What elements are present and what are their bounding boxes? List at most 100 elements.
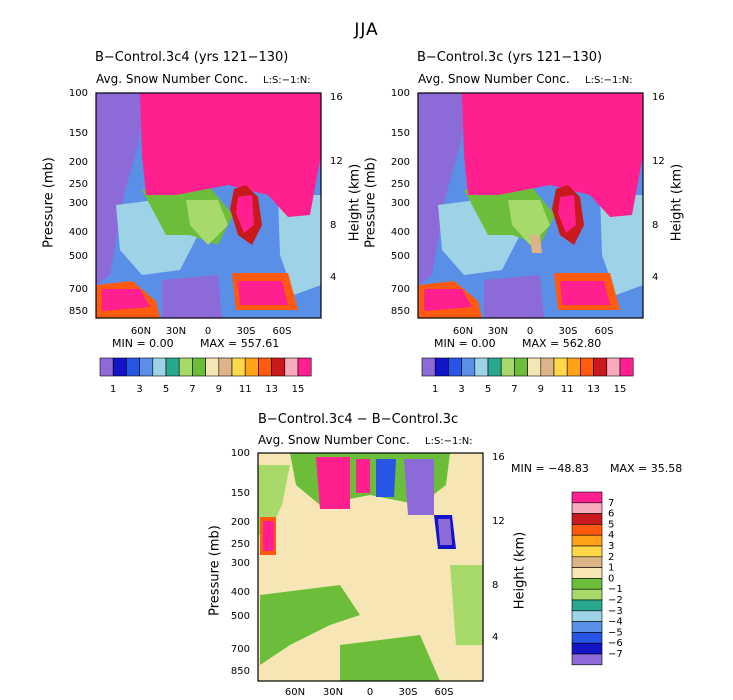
panel1-ylabel-right: Height (km) bbox=[347, 163, 363, 242]
colorbar-swatch bbox=[571, 524, 603, 536]
xtick: 60N bbox=[131, 326, 151, 337]
colorbar-label: 5 bbox=[608, 519, 614, 530]
ytick: 300 bbox=[391, 198, 410, 209]
colorbar-swatch bbox=[580, 357, 594, 377]
xtick: 0 bbox=[367, 687, 373, 698]
diff-region bbox=[260, 585, 360, 665]
ytick-right: 4 bbox=[330, 272, 336, 283]
colorbar-swatch bbox=[540, 357, 555, 377]
colorbar-swatch bbox=[178, 357, 193, 377]
xtick: 60S bbox=[272, 326, 291, 337]
ytick-right: 12 bbox=[330, 156, 343, 167]
diff-region bbox=[450, 565, 483, 645]
colorbar-swatch bbox=[152, 357, 167, 377]
panel2-ylabel-right: Height (km) bbox=[669, 163, 685, 242]
panel2-ylabel: Pressure (mb) bbox=[363, 157, 379, 248]
colorbar-swatch bbox=[571, 632, 603, 644]
field-region-tan bbox=[530, 235, 542, 253]
colorbar-swatch bbox=[527, 357, 542, 377]
xtick: 30S bbox=[558, 326, 577, 337]
colorbar-swatch bbox=[487, 357, 502, 377]
colorbar-swatch bbox=[571, 578, 603, 590]
field-region-lightgreen bbox=[186, 200, 228, 245]
ytick: 100 bbox=[391, 88, 410, 99]
colorbar-label: −1 bbox=[608, 584, 623, 595]
colorbar-label: 11 bbox=[239, 384, 252, 395]
colorbar-label: 3 bbox=[608, 541, 614, 552]
colorbar-swatch bbox=[593, 357, 608, 377]
colorbar-swatch bbox=[571, 556, 603, 568]
colorbar-swatch bbox=[571, 653, 603, 666]
diff-region bbox=[376, 459, 396, 497]
colorbar-label: 7 bbox=[189, 384, 195, 395]
ytick: 400 bbox=[69, 227, 88, 238]
colorbar-label: 4 bbox=[608, 530, 614, 541]
diff-region bbox=[438, 519, 452, 545]
ytick-right: 12 bbox=[492, 516, 505, 527]
ytick-right: 8 bbox=[330, 220, 336, 231]
panel3-min: MIN = −48.83 bbox=[511, 462, 589, 475]
field-region-low bbox=[96, 93, 146, 285]
colorbar-swatch bbox=[284, 357, 299, 377]
colorbar-label: −7 bbox=[608, 649, 623, 660]
colorbar-swatch bbox=[99, 357, 114, 377]
colorbar-swatch bbox=[271, 357, 286, 377]
colorbar-swatch bbox=[297, 357, 312, 377]
ytick: 250 bbox=[69, 179, 88, 190]
panel1-ylabel: Pressure (mb) bbox=[41, 157, 57, 248]
colorbar-swatch bbox=[571, 567, 603, 579]
colorbar-label: 9 bbox=[216, 384, 222, 395]
colorbar-label: 1 bbox=[110, 384, 116, 395]
colorbar-swatch bbox=[619, 357, 634, 377]
panel2-plot: 100 150 200 250 300 400 500 700 850 16 1… bbox=[391, 88, 665, 337]
diff-region bbox=[356, 459, 370, 493]
colorbar-swatch bbox=[244, 357, 259, 377]
ytick: 250 bbox=[231, 539, 250, 550]
colorbar-label: −2 bbox=[608, 595, 623, 606]
colorbar-swatch bbox=[553, 357, 568, 377]
diff-region bbox=[316, 457, 350, 509]
colorbar-swatch bbox=[474, 357, 489, 377]
xtick: 0 bbox=[205, 326, 211, 337]
panel1-colorbar: 1 3 5 7 9 11 13 15 bbox=[99, 357, 312, 395]
xtick: 30N bbox=[323, 687, 343, 698]
colorbar-label: −5 bbox=[608, 627, 623, 638]
colorbar-label: 13 bbox=[265, 384, 278, 395]
ytick-right: 12 bbox=[652, 156, 665, 167]
diff-region bbox=[263, 521, 274, 551]
field-region-low2 bbox=[484, 275, 544, 318]
colorbar-label: 0 bbox=[608, 573, 614, 584]
panel2-title: B−Control.3c (yrs 121−130) bbox=[417, 50, 603, 65]
panel1-title: B−Control.3c4 (yrs 121−130) bbox=[95, 50, 289, 65]
panel3-ylabel-right: Height (km) bbox=[512, 531, 528, 610]
ytick: 100 bbox=[231, 448, 250, 459]
field-region-bottom-pink bbox=[102, 289, 150, 311]
ytick: 700 bbox=[231, 644, 250, 655]
ytick-right: 8 bbox=[492, 580, 498, 591]
colorbar-swatch bbox=[165, 357, 180, 377]
ytick: 500 bbox=[231, 611, 250, 622]
xtick: 30N bbox=[488, 326, 508, 337]
colorbar-swatch bbox=[500, 357, 515, 377]
field-region-bottom-pink2 bbox=[238, 281, 288, 305]
panel2-max: MAX = 562.80 bbox=[522, 337, 602, 350]
ytick: 150 bbox=[391, 128, 410, 139]
ytick-right: 4 bbox=[492, 632, 498, 643]
panel1-min: MIN = 0.00 bbox=[112, 337, 174, 350]
colorbar-label: 5 bbox=[163, 384, 169, 395]
colorbar-label: 1 bbox=[432, 384, 438, 395]
diff-region bbox=[404, 459, 434, 515]
ytick-right: 16 bbox=[492, 452, 505, 463]
colorbar-label: 7 bbox=[608, 498, 614, 509]
colorbar-swatch bbox=[571, 545, 603, 558]
colorbar-swatch bbox=[566, 357, 581, 377]
ytick-right: 4 bbox=[652, 272, 658, 283]
field-region-bottom-pink bbox=[424, 289, 472, 311]
colorbar-label: 6 bbox=[608, 509, 614, 520]
field-region-lightgreen bbox=[508, 200, 550, 245]
ytick-right: 8 bbox=[652, 220, 658, 231]
colorbar-swatch bbox=[139, 357, 154, 377]
panel1-frame bbox=[95, 92, 322, 319]
colorbar-swatch bbox=[218, 357, 233, 377]
